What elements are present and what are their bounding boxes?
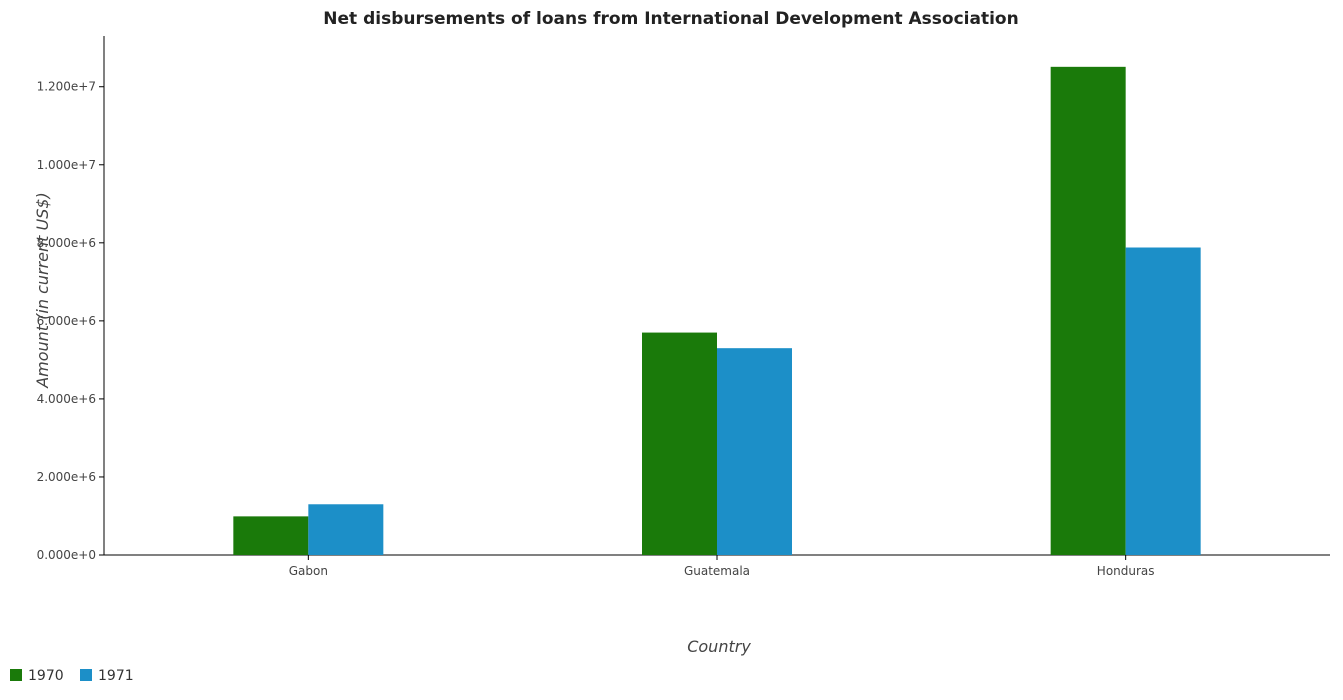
legend-label-1970: 1970 (28, 668, 64, 684)
legend-swatch-1970 (10, 669, 22, 681)
x-tick-label: Honduras (1097, 564, 1155, 578)
bar-1970-gabon (233, 516, 309, 555)
x-tick-label: Guatemala (684, 564, 750, 578)
bar-1971-gabon (308, 504, 384, 555)
x-tick-label: Gabon (289, 564, 328, 578)
y-tick-label: 6.000e+6 (37, 314, 96, 328)
y-tick-label: 1.200e+7 (37, 80, 96, 94)
y-tick-label: 0.000e+0 (37, 548, 96, 562)
legend-label-1971: 1971 (98, 668, 134, 684)
y-tick-label: 1.000e+7 (37, 158, 96, 172)
chart-title: Net disbursements of loans from Internat… (323, 9, 1018, 29)
plot-area: 0.000e+0 2.000e+6 4.000e+6 6.000e+6 8.000e+6… (37, 36, 1330, 578)
y-axis-label: Amount (in current US$) (33, 192, 52, 389)
bar-1970-honduras (1050, 66, 1126, 555)
bar-1971-honduras (1125, 247, 1201, 555)
bar-1970-guatemala (642, 332, 717, 555)
x-axis-label: Country (687, 637, 751, 656)
legend: 1970 1971 (10, 668, 134, 684)
y-tick-label: 8.000e+6 (37, 236, 96, 250)
y-tick-label: 2.000e+6 (37, 470, 96, 484)
legend-swatch-1971 (80, 669, 92, 681)
y-tick-label: 4.000e+6 (37, 392, 96, 406)
bar-1971-guatemala (717, 348, 792, 555)
